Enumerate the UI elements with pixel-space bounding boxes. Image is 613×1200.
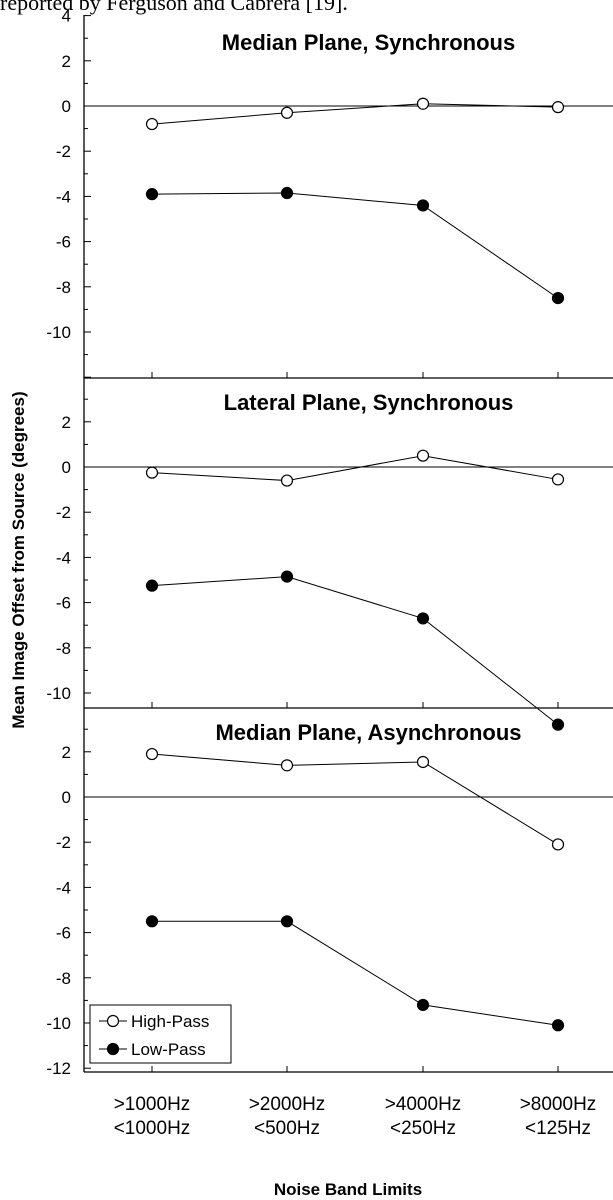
legend-marker-high-pass xyxy=(106,1014,120,1028)
panel-2-high-pass-point xyxy=(551,473,565,486)
panel-2-high-pass-point xyxy=(416,449,430,462)
panel-2-low-pass-line xyxy=(151,576,559,726)
panel-2: -10 -8 -6 -4 -2 0 2 Lateral Plane, Synchronous xyxy=(46,390,613,731)
panel-3-low-pass-point xyxy=(551,1019,565,1032)
panel-1-y-tick-label: -10 xyxy=(46,323,71,342)
panel-3-title: Median Plane, Asynchronous xyxy=(215,720,521,745)
panel-3-y-tick-label: 0 xyxy=(62,788,71,807)
panel-3: -12 -10 -8 -6 -4 -2 0 2 Median Plane, Asynchrono… xyxy=(46,720,613,1078)
panel-1-y-tick-label: 4 xyxy=(62,7,71,26)
panel-2-y-tick-label: -10 xyxy=(46,684,71,703)
figure-caption: reported by Ferguson and Cabrera [19]. xyxy=(0,0,348,15)
panel-2-low-pass-point xyxy=(551,718,565,731)
panel-2-y-tick-label: -6 xyxy=(56,594,71,613)
panel-1-low-pass-point xyxy=(280,186,294,200)
x-axis-title: Noise Band Limits xyxy=(274,1180,422,1199)
panel-2-low-pass-point xyxy=(280,570,294,583)
panel-2-y-tick-label: 2 xyxy=(62,413,71,432)
x-category-label: >1000Hz xyxy=(114,1094,191,1115)
y-axis-title: Mean Image Offset from Source (degrees) xyxy=(9,391,28,728)
panel-2-y-tick-label: -8 xyxy=(56,639,71,658)
panel-1-y-tick-label: -4 xyxy=(56,187,71,206)
panel-1-y-tick-label: 0 xyxy=(62,97,71,116)
panel-3-y-tick-label: -2 xyxy=(56,833,71,852)
panel-3-high-pass-point xyxy=(416,755,430,769)
panel-2-high-pass-point xyxy=(280,474,294,487)
panel-1-low-pass-point xyxy=(551,292,565,305)
panel-2-y-tick-label: -2 xyxy=(56,503,71,522)
panel-1-y-tick-label: -8 xyxy=(56,278,71,297)
x-category-label: <500Hz xyxy=(254,1118,320,1139)
panel-1: -10 -8 -6 -4 -2 0 2 4 Median Plane, Synchronous xyxy=(46,7,613,379)
x-category-label: <125Hz xyxy=(525,1118,591,1139)
panel-1-title: Median Plane, Synchronous xyxy=(222,30,515,55)
panel-1-high-pass-point xyxy=(145,117,159,131)
legend-marker-low-pass xyxy=(106,1042,120,1056)
panel-2-title: Lateral Plane, Synchronous xyxy=(224,390,514,415)
x-category-label: >4000Hz xyxy=(385,1094,462,1115)
panel-2-y-tick-label: 0 xyxy=(62,458,71,477)
panel-3-low-pass-point xyxy=(280,915,294,928)
panel-1-high-pass-point xyxy=(551,101,565,114)
legend-label-high-pass: High-Pass xyxy=(131,1012,209,1031)
panel-1-low-pass-point xyxy=(416,199,430,212)
panel-3-low-pass-point xyxy=(145,915,159,928)
panel-1-high-pass-point xyxy=(280,106,294,119)
panel-3-y-tick-label: -10 xyxy=(46,1014,71,1033)
panel-1-y-tick-label: -6 xyxy=(56,233,71,252)
panel-3-y-tick-label: -12 xyxy=(46,1059,71,1078)
panel-1-low-pass-point xyxy=(145,188,159,201)
panel-2-low-pass-point xyxy=(416,612,430,625)
panel-3-y-tick-label: -8 xyxy=(56,969,71,988)
panel-3-y-tick-label: -6 xyxy=(56,924,71,943)
panel-3-low-pass-point xyxy=(416,998,430,1012)
panel-3-high-pass-line xyxy=(151,753,559,845)
panel-2-y-tick-label: -4 xyxy=(56,548,71,567)
panel-3-y-tick-label: -4 xyxy=(56,878,71,897)
x-category-label: >8000Hz xyxy=(520,1094,597,1115)
panel-1-high-pass-point xyxy=(416,97,430,110)
x-category-label: >2000Hz xyxy=(249,1094,326,1115)
panel-3-low-pass-line xyxy=(152,920,559,1026)
panel-1-low-pass-line xyxy=(151,192,559,299)
x-category-label: <250Hz xyxy=(390,1118,456,1139)
panel-2-high-pass-point xyxy=(145,466,159,479)
legend: High-Pass Low-Pass xyxy=(89,1004,232,1064)
panel-3-high-pass-point xyxy=(145,747,159,761)
panel-3-high-pass-point xyxy=(280,759,294,772)
x-category-label: <1000Hz xyxy=(114,1118,191,1139)
panel-1-y-tick-label: -2 xyxy=(56,142,71,161)
panel-3-high-pass-point xyxy=(551,838,565,851)
panel-2-low-pass-point xyxy=(145,579,159,592)
legend-label-low-pass: Low-Pass xyxy=(131,1040,206,1059)
panel-1-y-tick-label: 2 xyxy=(62,52,71,71)
panel-3-y-tick-label: 2 xyxy=(62,743,71,762)
panel-1-high-pass-line xyxy=(151,103,559,125)
panel-2-high-pass-line xyxy=(151,455,559,482)
